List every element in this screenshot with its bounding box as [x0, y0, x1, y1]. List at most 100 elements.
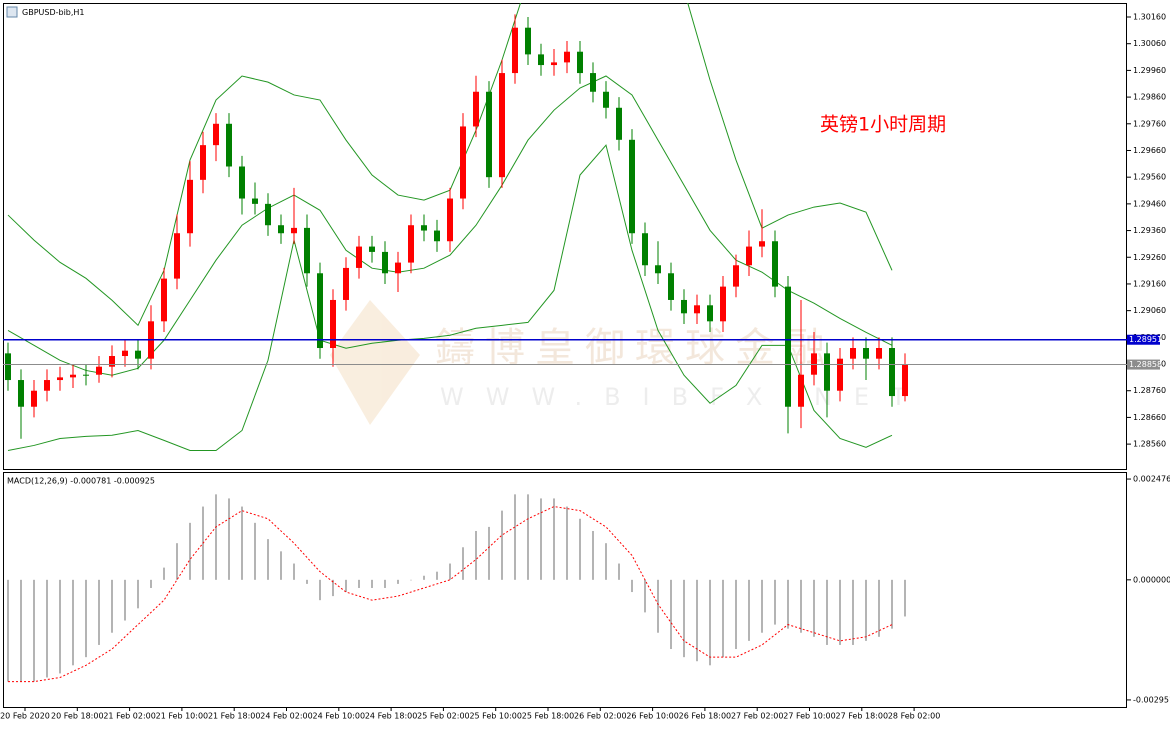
x-tick-label: 24 Feb 02:00: [260, 712, 312, 721]
candle-body: [304, 227, 310, 274]
price-label-box: [1127, 359, 1160, 370]
candle-body: [5, 353, 11, 381]
symbol-icon: [6, 6, 18, 18]
macd-bar: [98, 579, 100, 645]
candle-body: [629, 139, 635, 234]
candle-body: [135, 350, 141, 359]
macd-bar: [904, 579, 906, 617]
candle-body: [811, 353, 817, 375]
macd-bar: [592, 530, 594, 580]
macd-bar: [787, 579, 789, 629]
candle-body: [200, 145, 206, 180]
candle-body: [265, 203, 271, 226]
y-tick-label: 1.29660: [1133, 146, 1166, 155]
chart-title: GBPUSD-bib,H1: [22, 8, 85, 17]
signal-line: [8, 506, 893, 683]
macd-bar: [800, 579, 802, 633]
candle-body: [525, 27, 531, 55]
macd-bar: [293, 563, 295, 580]
candle-body: [759, 241, 765, 247]
x-tick-label: 25 Feb 10:00: [469, 712, 521, 721]
candle-body: [655, 265, 661, 274]
x-tick-label: 24 Feb 18:00: [365, 712, 417, 721]
bollinger-lower: [7, 144, 893, 452]
x-tick-label: 26 Feb 18:00: [679, 712, 731, 721]
macd-bar: [631, 579, 633, 593]
candle-body: [213, 123, 219, 146]
macd-bar: [358, 579, 360, 588]
candle-body: [70, 374, 76, 378]
macd-bar: [345, 579, 347, 593]
candle-body: [512, 27, 518, 74]
macd-bar: [384, 579, 386, 588]
x-tick-label: 27 Feb 02:00: [731, 712, 783, 721]
macd-bar: [189, 522, 191, 580]
bollinger-middle: [7, 75, 893, 376]
candle-body: [733, 265, 739, 287]
macd-bar: [475, 530, 477, 580]
candle-body: [122, 350, 128, 357]
macd-bar: [670, 579, 672, 650]
candle-body: [564, 51, 570, 63]
candle-body: [850, 348, 856, 359]
macd-bar: [163, 567, 165, 580]
macd-bar: [85, 579, 87, 658]
macd-bar: [306, 579, 308, 584]
candle-body: [18, 380, 24, 407]
candle-body: [31, 390, 37, 407]
macd-bar: [865, 579, 867, 641]
candle-body: [590, 73, 596, 92]
candle-body: [473, 91, 479, 127]
candle-body: [96, 366, 102, 375]
macd-bar: [657, 579, 659, 633]
macd-bar: [332, 579, 334, 597]
candle-body: [486, 91, 492, 178]
macd-bar: [124, 579, 126, 621]
candle-body: [343, 267, 349, 300]
y-tick-label: 1.28760: [1133, 386, 1166, 395]
candle-body: [252, 198, 258, 204]
candle-body: [382, 251, 388, 274]
macd-bar: [397, 579, 399, 584]
candle-body: [239, 166, 245, 199]
macd-bar: [150, 579, 152, 588]
macd-bar: [241, 506, 243, 580]
price-label-box: [1127, 334, 1160, 345]
macd-bar: [20, 579, 22, 682]
candle-body: [369, 246, 375, 252]
x-tick-label: 27 Feb 10:00: [783, 712, 835, 721]
candle-body: [226, 123, 232, 167]
macd-bar: [540, 498, 542, 580]
candle-body: [863, 348, 869, 359]
macd-bar: [7, 579, 9, 682]
macd-bar: [553, 498, 555, 580]
candle-body: [889, 348, 895, 397]
macd-bar: [176, 543, 178, 580]
candle-body: [603, 91, 609, 108]
candle-body: [707, 305, 713, 322]
x-tick-label: 24 Feb 10:00: [313, 712, 365, 721]
candle-body: [824, 353, 830, 391]
macd-bar: [267, 539, 269, 580]
macd-bar: [371, 579, 373, 588]
macd-bar: [826, 579, 828, 645]
y-tick-label: 1.29860: [1133, 93, 1166, 102]
y-tick-label: 0.000000: [1133, 575, 1170, 584]
x-tick-label: 25 Feb 18:00: [522, 712, 574, 721]
macd-title: MACD(12,26,9) -0.000781 -0.000925: [7, 477, 155, 486]
y-tick-label: 1.30160: [1133, 13, 1166, 22]
candle-body: [434, 230, 440, 242]
macd-bar: [722, 579, 724, 658]
watermark-logo: [330, 300, 420, 425]
candle-body: [785, 286, 791, 407]
candle-body: [746, 246, 752, 266]
macd-bar: [527, 494, 529, 580]
candle-body: [668, 273, 674, 300]
macd-bar: [280, 551, 282, 580]
candle-body: [720, 286, 726, 322]
candle-body: [161, 278, 167, 322]
candle-body: [460, 126, 466, 199]
x-tick-label: 21 Feb 02:00: [103, 712, 155, 721]
